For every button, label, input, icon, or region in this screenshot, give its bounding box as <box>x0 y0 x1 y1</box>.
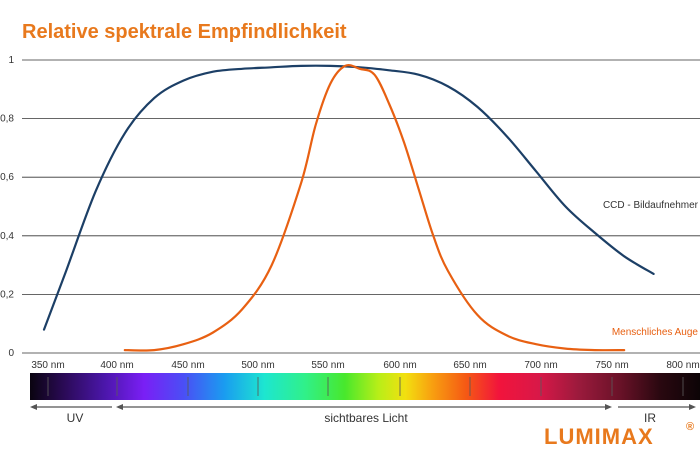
series-line-eye <box>123 63 626 352</box>
grid-lines <box>22 59 700 354</box>
series-line-ccd <box>42 64 655 331</box>
ir-label: IR <box>644 411 656 425</box>
y-tick-label: 1 <box>8 55 14 66</box>
series-labels: CCD - Bildaufnehmer Menschliches Auge <box>603 200 699 338</box>
ir-arrow <box>618 404 696 410</box>
series-group <box>42 63 655 352</box>
x-tick-label: 750 nm <box>595 360 628 371</box>
y-tick-label: 0 <box>8 348 14 359</box>
x-axis-ticks: 350 nm 400 nm 450 nm 500 nm 550 nm 600 nm 650 … <box>31 360 699 371</box>
y-tick-label: 0,8 <box>0 114 14 125</box>
visible-light-arrow <box>116 404 612 410</box>
x-tick-label: 700 nm <box>524 360 557 371</box>
registered-mark: ® <box>686 421 694 433</box>
y-axis-ticks: 0 0,2 0,4 0,6 0,8 1 <box>0 55 14 359</box>
x-tick-label: 550 nm <box>311 360 344 371</box>
series-label-eye: Menschliches Auge <box>612 327 699 338</box>
series-label-ccd: CCD - Bildaufnehmer <box>603 200 699 211</box>
spectrum-bar <box>30 373 700 400</box>
uv-arrow <box>30 404 112 410</box>
uv-label: UV <box>67 411 84 425</box>
y-tick-label: 0,6 <box>0 172 14 183</box>
y-tick-label: 0,2 <box>0 289 14 300</box>
y-tick-label: 0,4 <box>0 231 14 242</box>
x-tick-label: 600 nm <box>383 360 416 371</box>
chart-title: Relative spektrale Empfindlichkeit <box>22 21 347 43</box>
brand-logo: LUMIMAX <box>544 424 654 449</box>
x-tick-label: 650 nm <box>453 360 486 371</box>
visible-light-label: sichtbares Licht <box>324 411 408 425</box>
x-tick-label: 500 nm <box>241 360 274 371</box>
x-tick-label: 350 nm <box>31 360 64 371</box>
x-tick-label: 450 nm <box>171 360 204 371</box>
spectrum-tick-marks <box>47 377 684 396</box>
x-tick-label: 400 nm <box>100 360 133 371</box>
x-tick-label: 800 nm <box>666 360 699 371</box>
